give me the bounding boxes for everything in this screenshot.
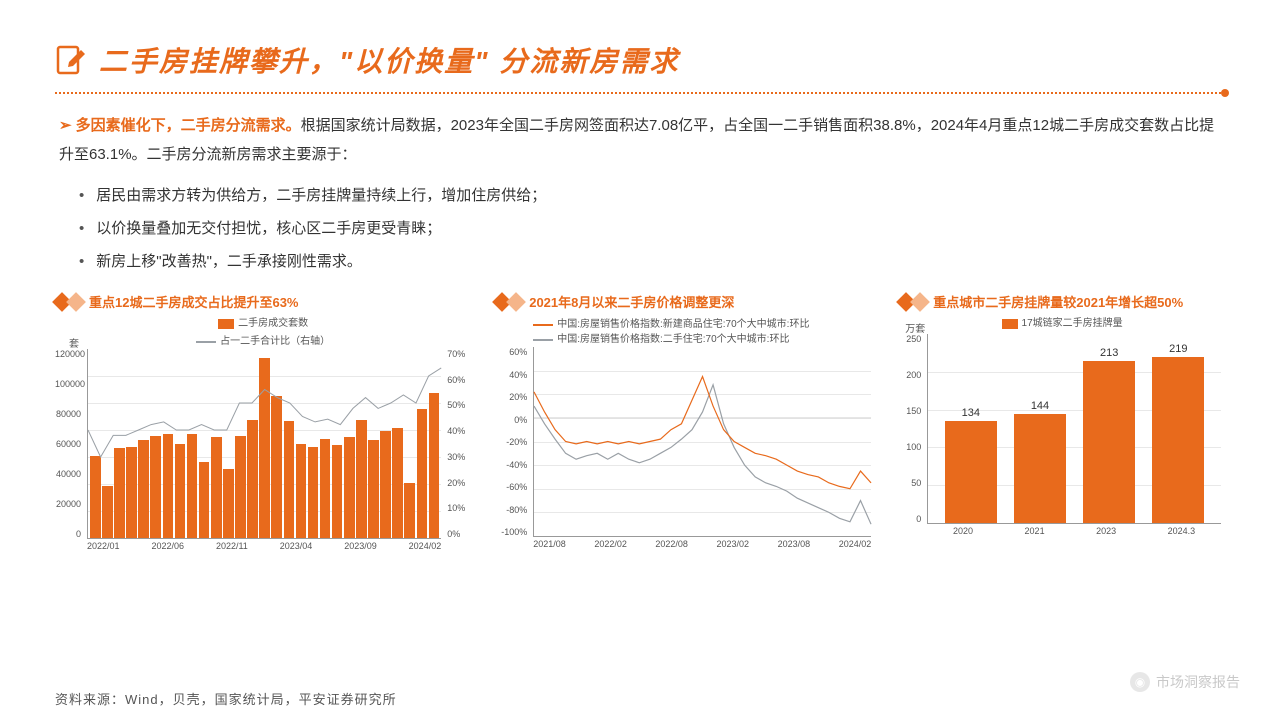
page-title: 二手房挂牌攀升，"以价换量" 分流新房需求 <box>99 40 679 80</box>
chart3-y: 250200150100500 <box>899 334 925 524</box>
title-row: 二手房挂牌攀升，"以价换量" 分流新房需求 <box>55 40 1225 80</box>
chart2-plot <box>533 347 871 537</box>
lead-paragraph: ➢多因素催化下，二手房分流需求。根据国家统计局数据，2023年全国二手房网签面积… <box>55 112 1225 169</box>
chart1-y-right: 70%60%50%40%30%20%10%0% <box>443 349 471 539</box>
chart1-title: 重点12城二手房成交占比提升至63% <box>89 292 298 311</box>
chart3-legend: 17城链家二手房挂牌量 <box>899 317 1225 334</box>
chart1-x: 2022/012022/062022/112023/042023/092024/… <box>87 541 441 559</box>
chart2-legend: 中国:房屋销售价格指数:新建商品住宅:70个大中城市:环比 中国:房屋销售价格指… <box>495 317 875 347</box>
chart1-legend: 二手房成交套数 占一二手合计比（右轴） <box>55 317 471 349</box>
chart3-area: 万套 250200150100500 134144213219 20202021… <box>899 334 1225 544</box>
chart2-y: 60%40%20%0%-20%-40%-60%-80%-100% <box>495 347 531 537</box>
source-note: 资料来源：Wind，贝壳，国家统计局，平安证券研究所 <box>55 689 397 708</box>
chart1-area: 套 120000100000800006000040000200000 70%6… <box>55 349 471 559</box>
bullet-item: 居民由需求方转为供给方，二手房挂牌量持续上行，增加住房供给； <box>79 179 1225 212</box>
diamond-icon <box>66 292 86 312</box>
chart3-title: 重点城市二手房挂牌量较2021年增长超50% <box>933 292 1183 311</box>
watermark: ◉ 市场洞察报告 <box>1130 672 1240 692</box>
divider <box>55 92 1225 94</box>
bullet-item: 新房上移"改善热"，二手承接刚性需求。 <box>79 245 1225 278</box>
chart1-unit: 套 <box>69 335 79 350</box>
chart3: 重点城市二手房挂牌量较2021年增长超50% 17城链家二手房挂牌量 万套 25… <box>899 292 1225 559</box>
chart1-y-left: 120000100000800006000040000200000 <box>55 349 85 539</box>
charts-row: 重点12城二手房成交占比提升至63% 二手房成交套数 占一二手合计比（右轴） 套… <box>55 292 1225 559</box>
globe-icon: ◉ <box>1130 672 1150 692</box>
chart3-plot: 134144213219 <box>927 334 1221 524</box>
chart2-title: 2021年8月以来二手房价格调整更深 <box>529 292 734 311</box>
chart3-unit: 万套 <box>905 320 925 335</box>
chart2-x: 2021/082022/022022/082023/022023/082024/… <box>533 539 871 557</box>
diamond-icon <box>910 292 930 312</box>
edit-icon <box>55 44 87 76</box>
chart1: 重点12城二手房成交占比提升至63% 二手房成交套数 占一二手合计比（右轴） 套… <box>55 292 471 559</box>
lead-bold: 多因素催化下，二手房分流需求。 <box>76 117 301 134</box>
diamond-icon <box>506 292 526 312</box>
chart1-plot <box>87 349 441 539</box>
chart2-area: 60%40%20%0%-20%-40%-60%-80%-100% 2021/08… <box>495 347 875 557</box>
chart2: 2021年8月以来二手房价格调整更深 中国:房屋销售价格指数:新建商品住宅:70… <box>495 292 875 559</box>
bullet-list: 居民由需求方转为供给方，二手房挂牌量持续上行，增加住房供给； 以价换量叠加无交付… <box>55 179 1225 278</box>
arrow-icon: ➢ <box>59 117 72 134</box>
chart3-x: 2020202120232024.3 <box>927 526 1221 544</box>
bullet-item: 以价换量叠加无交付担忧，核心区二手房更受青睐； <box>79 212 1225 245</box>
